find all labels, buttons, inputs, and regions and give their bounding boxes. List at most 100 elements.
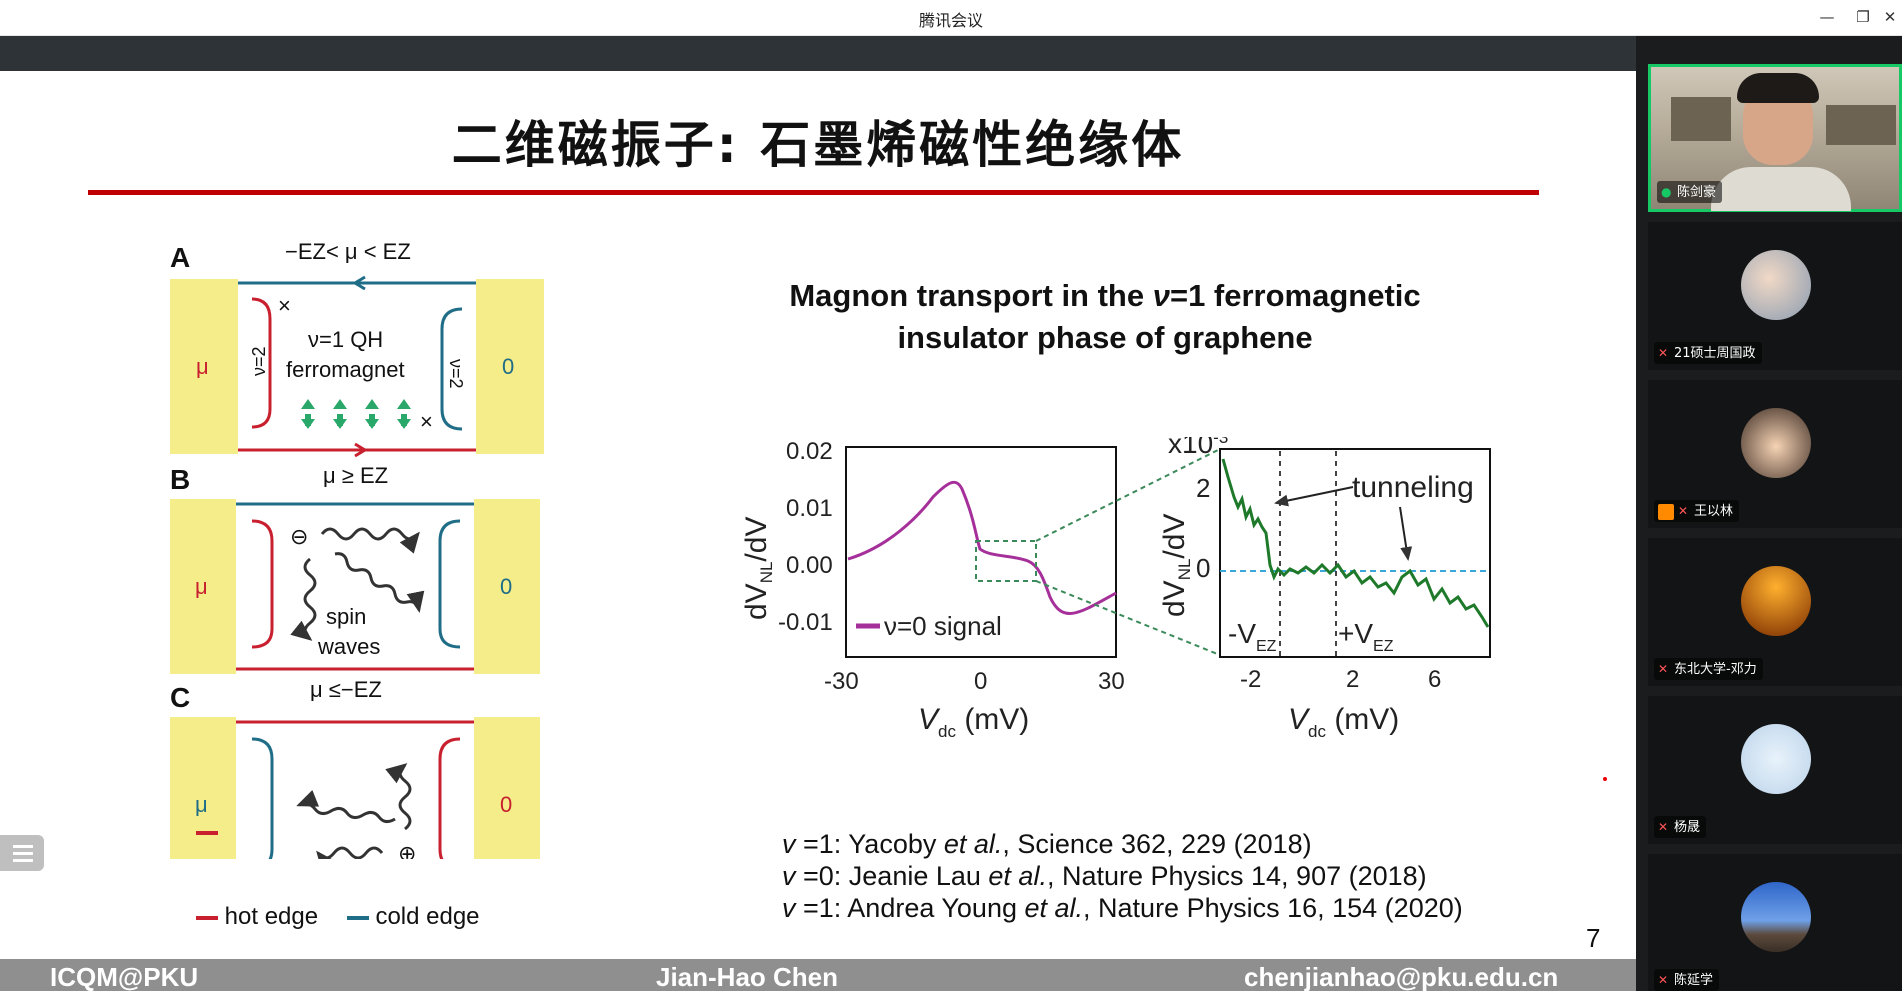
reference-item: v =0: Jeanie Lau et al., Nature Physics … [782,861,1427,891]
participant-nametag: ✕ 东北大学-邓力 [1654,658,1763,680]
shared-slide: 二维磁振子: 石墨烯磁性绝缘体 A −EZ< μ < EZ μ 0 ν=2 ν=… [0,71,1636,991]
participant-nametag: ✕ 杨晟 [1654,816,1707,838]
svg-text:⊖: ⊖ [290,524,308,549]
panel-a-nu-left: ν=2 [249,346,269,376]
right-xtick-0: -2 [1240,666,1261,693]
slide-title: 二维磁振子: 石墨烯磁性绝缘体 [451,116,1185,174]
left-plot-frame [845,446,1117,658]
panel-b-mu: μ [195,574,208,599]
slide-footer: ICQM@PKU Jian-Hao Chen chenjianhao@pku.e… [0,959,1636,991]
participant-nametag: ● 陈剑豪 [1657,181,1723,203]
panel-a-nu-right: ν=2 [446,359,466,389]
participant-nametag: ✕ 陈延学 [1654,969,1720,991]
figure-legend-row: hot edge cold edge [196,903,480,931]
left-ytick-0: 0.02 [786,438,833,465]
participant-tile[interactable]: ✕ 21硕士周国政 [1648,222,1902,370]
nu0-signal-curve [847,480,1117,615]
references: v =1: Yacoby et al., Science 362, 229 (2… [782,828,1463,924]
minimize-button[interactable]: — [1819,8,1835,26]
right-scale: x10-3 [1168,437,1228,459]
left-xlabel: Vdc (mV) [918,703,1029,741]
participant-tile[interactable]: ● 陈剑豪 [1648,64,1902,212]
panel-b-letter: B [170,464,190,495]
slide-list-button[interactable] [0,835,44,871]
laser-pointer-dot [1603,777,1607,781]
svg-text:dVNL/dV: dVNL/dV [1158,514,1194,617]
left-ytick-2: 0.00 [786,552,833,579]
participant-nametag: ✕ 王以林 [1654,500,1740,522]
meeting-toolbar-strip [0,36,1636,71]
title-divider [88,190,1539,195]
bookshelf-left [1671,97,1731,141]
reference-item: v =1: Andrea Young et al., Nature Physic… [782,893,1463,923]
right-ytick-0: 2 [1196,473,1210,503]
panel-a-center2: ferromagnet [286,357,405,382]
panel-c-mu: μ [195,792,208,817]
window-titlebar: 腾讯会议 — ❐ ✕ [0,0,1902,36]
mic-muted-icon: ✕ [1658,346,1669,360]
legend-hot-edge: hot edge [224,903,319,930]
participant-sidebar[interactable]: ● 陈剑豪 ✕ 21硕士周国政 ✕ 王以林 ✕ 东北大学-邓力 ✕ 杨晟 ✕ 陈延学 [1636,36,1902,991]
participant-nametag: ✕ 21硕士周国政 [1654,342,1762,364]
left-ytick-1: 0.01 [786,495,833,522]
avatar [1741,882,1811,952]
hot-edge-swatch [196,915,218,920]
left-ylabel: dVNL/dV [740,517,776,620]
zoom-box [975,540,1037,582]
participant-tile[interactable]: ✕ 东北大学-邓力 [1648,538,1902,686]
participant-tile[interactable]: ✕ 陈延学 [1648,854,1902,991]
panel-a: A −EZ< μ < EZ μ 0 ν=2 ν=2 ν=1 QH ferroma… [170,239,544,458]
avatar [1741,566,1811,636]
window-title: 腾讯会议 [918,11,983,30]
mic-on-icon: ● [1661,185,1672,199]
left-xtick-1: 0 [974,668,987,695]
right-xtick-2: 6 [1428,666,1441,693]
bookshelf-right [1826,105,1896,145]
avatar [1741,724,1811,794]
panel-a-letter: A [170,242,190,273]
svg-text:⊕: ⊕ [398,841,416,859]
svg-text:×: × [420,409,433,434]
panel-b-condition: μ ≥ EZ [323,463,388,488]
plus-vez-label: +VEZ [1338,618,1394,655]
edge-state-schematic: A −EZ< μ < EZ μ 0 ν=2 ν=2 ν=1 QH ferroma… [170,239,544,859]
host-badge-icon [1658,503,1674,520]
left-xtick-2: 30 [1098,668,1125,695]
footer-left: ICQM@PKU [50,962,199,991]
mic-muted-icon: ✕ [1658,662,1669,676]
panel-a-zero: 0 [502,354,514,379]
participant-tile[interactable]: ✕ 杨晟 [1648,696,1902,844]
mic-muted-icon: ✕ [1678,504,1689,518]
right-xtick-1: 2 [1346,666,1359,693]
panel-c-letter: C [170,682,190,713]
person-shirt [1711,167,1851,211]
avatar [1741,250,1811,320]
participant-tile[interactable]: ✕ 王以林 [1648,380,1902,528]
mic-muted-icon: ✕ [1658,973,1669,987]
page-number: 7 [1586,923,1601,953]
restore-button[interactable]: ❐ [1856,8,1870,26]
svg-text:×: × [278,293,291,318]
left-xtick-0: -30 [824,668,859,695]
graph-title-part2: =1 ferromagnetic [1169,278,1421,313]
panel-b-center2: waves [317,634,380,659]
right-plot-frame [1219,448,1491,658]
person-hair [1737,73,1819,103]
legend-cold-edge: cold edge [375,903,480,930]
graph-title-nu: ν [1152,278,1170,313]
graph-title-line2: insulator phase of graphene [897,320,1313,355]
graph-title: Magnon transport in the ν=1 ferromagneti… [720,275,1490,359]
panel-c: C μ ≤−EZ μ 0 ⊕ [170,677,540,859]
left-ytick-3: -0.01 [778,609,833,636]
right-ytick-1: 0 [1196,553,1210,583]
right-xlabel: Vdc (mV) [1288,703,1399,741]
tunneling-annotation: tunneling [1352,471,1474,504]
close-button[interactable]: ✕ [1883,8,1897,26]
reference-item: v =1: Yacoby et al., Science 362, 229 (2… [782,829,1312,859]
avatar [1741,408,1811,478]
panel-b: B μ ≥ EZ μ 0 spin waves ⊖ [170,463,540,674]
minus-vez-label: -VEZ [1228,618,1277,655]
right-ylabel: dVNL/dV [1158,514,1194,617]
panel-b-zero: 0 [500,574,512,599]
panel-c-zero: 0 [500,792,512,817]
